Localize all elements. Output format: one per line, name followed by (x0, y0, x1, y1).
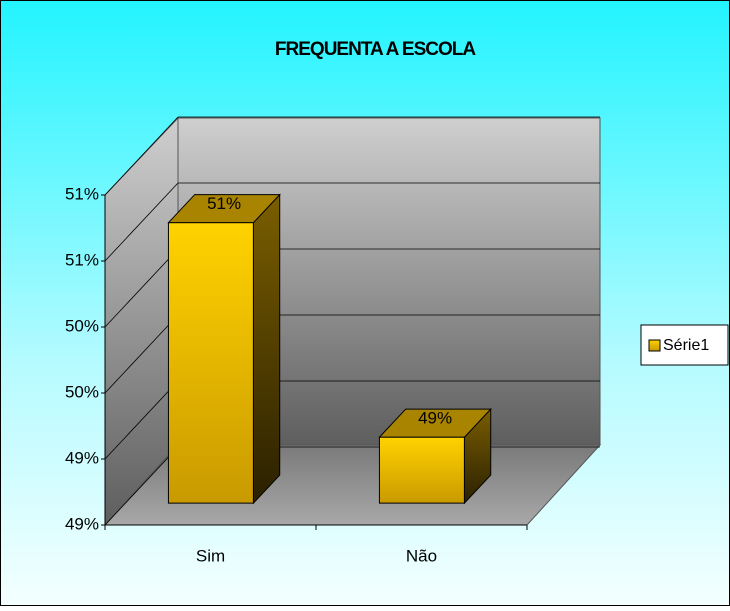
legend-swatch (648, 339, 661, 352)
y-tick-label: 51% (65, 250, 99, 269)
legend-label: Série1 (663, 337, 709, 354)
grid-line (104, 380, 179, 460)
grid-line (104, 182, 179, 262)
bar-side (252, 193, 281, 505)
bar (167, 193, 281, 505)
y-tick-label: 49% (65, 514, 99, 533)
bar-front (378, 436, 465, 504)
chart-title: FREQUENTA A ESCOLA (275, 39, 476, 60)
x-tick-label: Sim (196, 546, 225, 565)
grid-line (104, 314, 179, 394)
y-tick-label: 49% (65, 448, 99, 467)
bar-top (378, 408, 492, 438)
y-tick-label: 50% (65, 316, 99, 335)
data-label: 49% (418, 409, 452, 428)
bar (378, 407, 492, 505)
bar-front (167, 222, 254, 504)
y-tick-label: 51% (65, 184, 99, 203)
grid-line (104, 446, 179, 526)
bar-top (167, 194, 281, 224)
grid-line (104, 248, 179, 328)
y-tick-label: 50% (65, 382, 99, 401)
x-tick-label: Não (406, 546, 437, 565)
data-label: 51% (207, 194, 241, 213)
grid-line (104, 116, 179, 196)
